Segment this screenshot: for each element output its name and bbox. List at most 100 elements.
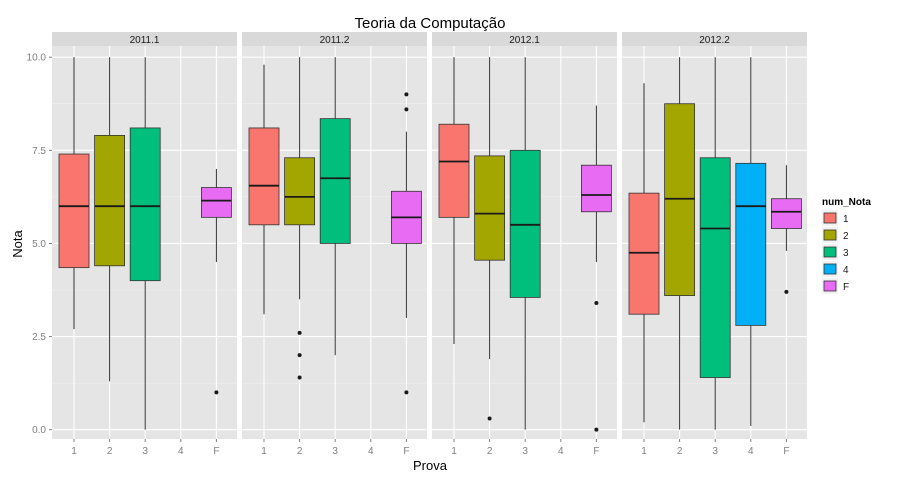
legend: 1 2 3 4 F [822,210,849,294]
box-2 [474,57,506,421]
legend-item: 2 [822,227,849,243]
y-tick-label: 0.0 [32,425,46,436]
legend-swatch [823,246,837,258]
legend-swatch [823,212,837,224]
legend-item: F [822,278,849,294]
x-tick-label: F [783,446,789,457]
facet-strip [52,32,237,46]
x-tick-label: 2 [677,446,683,457]
x-tick-label: 2 [297,446,303,457]
legend-label: F [843,282,849,293]
x-tick-label: 3 [522,446,528,457]
legend-swatch [823,280,837,292]
box-4 [735,57,767,426]
box-body [664,103,695,296]
facet-panel: 2011.2 1 2 3 4 F [242,32,427,457]
box-2 [664,57,695,430]
box-1 [628,83,660,423]
box-2 [94,57,125,382]
x-tick-label: 3 [142,446,148,457]
facet-strip [432,32,617,46]
outlier-point [214,390,219,395]
outlier-point [404,92,409,97]
x-tick-label: 3 [332,446,338,457]
x-tick-label: 1 [71,446,77,457]
y-tick-label: 5.0 [32,239,46,250]
box-F [581,105,612,432]
facet-panels: 2011.1 1 2 3 4 F 2011.2 1 2 3 4 F 2012.1 1 2 3 4 F 2012.2 1… [52,32,807,457]
facet-strip [622,32,807,46]
box-body [771,198,802,229]
legend-title: num_Nota [822,197,871,208]
x-tick-label: 4 [178,446,184,457]
box-body [248,127,280,226]
facet-strip-label: 2012.2 [699,35,730,46]
legend-item: 3 [822,244,849,260]
box-1 [248,64,280,315]
box-body [474,155,506,261]
facet-panel: 2012.1 1 2 3 4 F [432,32,617,457]
box-3 [509,57,541,430]
x-tick-label: 3 [712,446,718,457]
legend-label: 4 [843,265,849,276]
facet-panel: 2012.2 1 2 3 4 F [622,32,807,457]
x-tick-label: F [213,446,219,457]
box-body [94,135,125,267]
x-tick-label: 4 [748,446,754,457]
box-2 [284,57,316,380]
outlier-point [784,289,789,294]
facet-strip-label: 2011.2 [320,35,350,46]
facet-strip-label: 2012.1 [509,35,540,46]
box-body [699,157,731,378]
x-tick-label: 2 [107,446,113,457]
box-3 [319,57,351,356]
y-tick-label: 7.5 [32,146,46,157]
box-body [628,192,660,315]
x-tick-label: 4 [558,446,564,457]
x-tick-label: 1 [261,446,267,457]
legend-label: 2 [843,231,849,242]
box-F [771,165,802,294]
box-body [284,157,316,226]
legend-label: 3 [843,248,849,259]
box-3 [129,57,161,430]
outlier-point [404,107,409,112]
y-axis: 0.0 2.5 5.0 7.5 10.0 [27,53,52,436]
x-tick-label: F [403,446,409,457]
box-body [129,127,161,282]
outlier-point [594,301,599,306]
box-F [200,168,232,395]
box-1 [58,57,90,330]
legend-item: 4 [822,261,849,277]
x-tick-label: 2 [487,446,493,457]
y-tick-label: 2.5 [32,332,46,343]
box-body [200,187,232,218]
x-tick-label: 1 [451,446,457,457]
box-body [438,123,470,218]
chart-title: Teoria da Computação [355,15,506,32]
outlier-point [404,390,409,395]
facet-panel: 2011.1 1 2 3 4 F [52,32,237,457]
box-body [58,153,90,269]
outlier-point [297,375,302,380]
x-tick-label: 1 [641,446,647,457]
facet-strip [242,32,427,46]
box-3 [699,57,731,430]
legend-item: 1 [822,210,849,226]
box-1 [438,57,470,345]
x-axis-label: Prova [413,458,448,473]
x-tick-label: F [593,446,599,457]
y-tick-label: 10.0 [27,53,47,64]
box-body [509,149,541,298]
legend-swatch [823,263,837,275]
box-F [390,92,422,395]
outlier-point [594,427,599,432]
facet-strip-label: 2011.1 [130,35,160,46]
outlier-point [487,416,492,421]
x-tick-label: 4 [368,446,374,457]
legend-swatch [823,229,837,241]
legend-label: 1 [843,214,849,225]
box-body [581,164,612,213]
outlier-point [297,353,302,358]
